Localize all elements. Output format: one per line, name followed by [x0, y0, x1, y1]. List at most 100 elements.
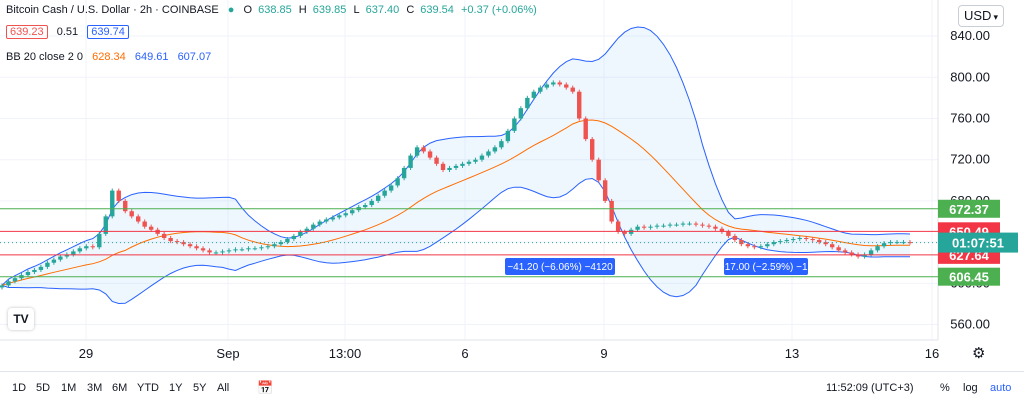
candle-body — [862, 254, 867, 257]
candle-body — [447, 167, 452, 170]
ask-price[interactable]: 639.74 — [87, 25, 129, 39]
timeframe-1m[interactable]: 1M — [61, 382, 77, 394]
candle-body — [557, 82, 562, 85]
indicator-upper: 649.61 — [134, 51, 169, 63]
log-scale-toggle[interactable]: log — [963, 382, 978, 394]
currency-selector[interactable]: USD ▾ — [958, 5, 1004, 27]
candle-body — [155, 229, 160, 234]
x-tick-label: Sep — [216, 346, 239, 361]
candle-body — [674, 224, 679, 226]
candle-body — [596, 159, 601, 181]
candle-body — [148, 226, 154, 230]
measure-label: −17.00 (−2.59%) −17 — [719, 262, 814, 273]
date-range-icon[interactable]: 📅 — [257, 380, 274, 395]
candle-body — [181, 242, 186, 245]
measure-badge — [505, 258, 615, 275]
candle-body — [784, 240, 789, 242]
candle-body — [343, 213, 348, 216]
candle-body — [382, 190, 387, 196]
level-price-tag — [938, 267, 1000, 286]
candle-body — [453, 165, 459, 168]
candle-body — [324, 219, 329, 222]
x-tick-label: 13 — [785, 346, 799, 361]
candle-body — [680, 223, 686, 225]
timeframe-3m[interactable]: 3M — [87, 382, 103, 394]
candle-body — [408, 155, 413, 168]
candle-body — [71, 251, 76, 255]
auto-scale-toggle[interactable]: auto — [990, 382, 1012, 394]
candle-body — [226, 250, 232, 252]
level-price-tag — [938, 199, 1000, 218]
candle-body — [810, 239, 815, 241]
symbol-legend: Bitcoin Cash / U.S. Dollar · 2h · COINBA… — [6, 4, 549, 16]
high-value: 639.85 — [312, 4, 347, 16]
percent-scale-toggle[interactable]: % — [940, 382, 950, 394]
bid-price[interactable]: 639.23 — [6, 25, 48, 39]
timeframe-5y[interactable]: 5Y — [193, 382, 207, 394]
chevron-down-icon: ▾ — [993, 12, 998, 22]
candle-body — [460, 163, 465, 166]
y-tick-label: 720.00 — [950, 152, 990, 167]
countdown-tag — [938, 232, 1018, 253]
candle-body — [551, 82, 556, 85]
candle-body — [499, 141, 504, 148]
candle-body — [278, 242, 284, 245]
candle-body — [337, 215, 342, 218]
timeframe-1d[interactable]: 1D — [12, 382, 27, 394]
candle-body — [817, 240, 822, 243]
candle-body — [713, 226, 718, 229]
tradingview-logo[interactable]: TV — [8, 308, 34, 330]
candle-body — [304, 228, 310, 232]
candle-body — [804, 238, 809, 240]
candle-body — [894, 242, 900, 244]
candle-body — [855, 254, 861, 257]
candle-body — [233, 249, 238, 251]
candle-body — [434, 157, 439, 164]
candle-body — [602, 180, 608, 201]
candle-body — [317, 221, 322, 225]
candle-body — [758, 246, 764, 248]
candle-body — [538, 87, 543, 92]
market-status-icon: ● — [227, 4, 235, 16]
price-chart[interactable]: 560.00600.00640.00680.00720.00760.00800.… — [0, 0, 1024, 371]
candle-body — [142, 221, 147, 227]
candle-body — [875, 246, 880, 251]
candle-body — [842, 250, 848, 253]
level-price-label: 672.37 — [949, 202, 989, 217]
timeframe-1y[interactable]: 1Y — [169, 382, 183, 394]
candle-body — [375, 195, 381, 201]
candle-body — [194, 246, 199, 249]
timeframe-5d[interactable]: 5D — [36, 382, 51, 394]
timeframe-ytd[interactable]: YTD — [137, 382, 159, 394]
gear-icon[interactable]: ⚙ — [972, 345, 986, 362]
candle-body — [298, 231, 303, 236]
candle-body — [32, 269, 37, 272]
close-label: C — [406, 4, 415, 16]
candle-body — [836, 247, 841, 251]
y-tick-label: 800.00 — [950, 69, 990, 84]
candle-body — [881, 243, 887, 247]
candle-body — [739, 240, 744, 245]
candle-body — [505, 130, 511, 142]
x-tick-label: 9 — [600, 346, 607, 361]
level-price-label: 606.45 — [949, 270, 989, 285]
y-tick-label: 560.00 — [950, 317, 990, 332]
candle-body — [492, 147, 498, 152]
x-tick-label: 29 — [79, 346, 93, 361]
indicator-lower: 607.07 — [177, 51, 212, 63]
candle-body — [687, 223, 692, 225]
candle-body — [745, 244, 751, 247]
ohlc-readout: O 638.85 H 639.85 L 637.40 C 639.54 +0.37 (+… — [244, 4, 543, 16]
indicator-name: BB 20 close 2 0 — [6, 51, 84, 63]
candle-body — [752, 246, 757, 248]
candle-body — [421, 147, 426, 152]
candle-body — [220, 251, 225, 253]
timeframe-all[interactable]: All — [217, 382, 230, 394]
change-value: +0.37 (+0.06%) — [460, 4, 537, 16]
timeframe-6m[interactable]: 6M — [112, 382, 128, 394]
low-value: 637.40 — [365, 4, 400, 16]
candle-body — [239, 249, 245, 251]
candle-body — [849, 252, 854, 255]
candle-body — [311, 224, 316, 229]
bollinger-upper-line — [1, 26, 911, 286]
